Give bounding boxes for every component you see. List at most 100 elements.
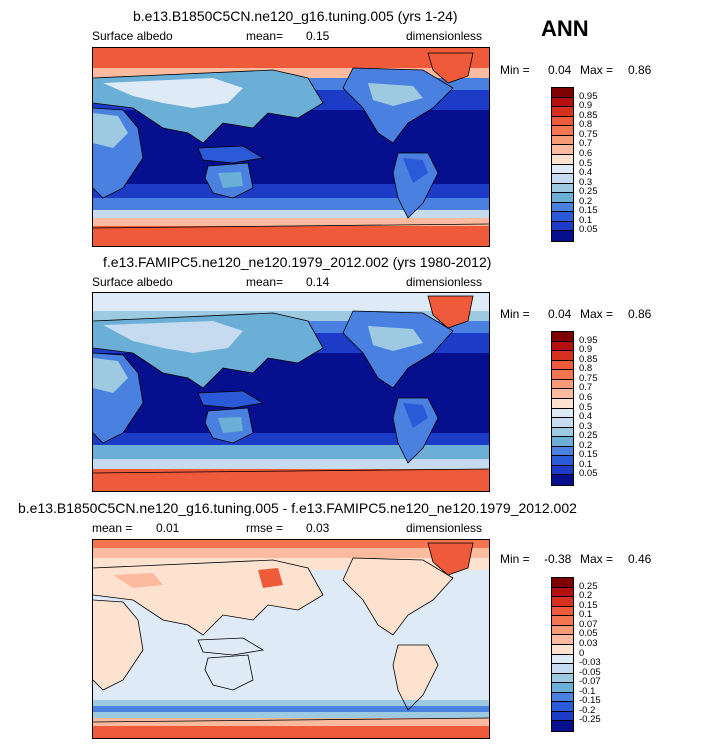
colorbar-tick-label: 0.25: [579, 430, 598, 442]
colorbar-tick-label: 0.4: [579, 411, 593, 423]
panel3-mean-value: 0.01: [156, 521, 180, 535]
panel1-map-svg: [93, 48, 489, 246]
colorbar-swatch: [552, 341, 573, 352]
colorbar-swatch: [552, 597, 573, 607]
panel3-min-value: -0.38: [544, 552, 572, 566]
colorbar-swatch: [552, 465, 573, 476]
colorbar-tick-label: -0.25: [579, 714, 601, 726]
colorbar-tick-label: 0.9: [579, 344, 593, 356]
colorbar-tick-label: 0.1: [579, 214, 593, 226]
colorbar-swatch: [552, 606, 573, 617]
colorbar-tick-label: 0.03: [579, 637, 598, 649]
colorbar-swatch: [552, 456, 573, 466]
colorbar-swatch: [552, 183, 573, 194]
panel1-max-value: 0.86: [628, 63, 652, 77]
panel3-rmse-label: rmse =: [246, 521, 284, 535]
colorbar-swatch: [552, 587, 573, 598]
season-label: ANN: [541, 16, 589, 41]
colorbar-swatch: [552, 635, 573, 645]
colorbar-swatch: [552, 107, 573, 117]
panel2-map-svg: [93, 293, 489, 491]
panel3-min-label: Min =: [500, 552, 530, 566]
panel2-min-value: 0.04: [548, 307, 572, 321]
panel1-min-value: 0.04: [548, 63, 572, 77]
colorbar-swatch: [552, 379, 573, 390]
panel1-min-label: Min =: [500, 63, 530, 77]
colorbar-tick-label: 0.5: [579, 401, 593, 413]
panel2-units: dimensionless: [406, 275, 483, 289]
colorbar-tick-label: 0.3: [579, 176, 593, 188]
panel1-map: [92, 47, 490, 247]
colorbar-tick-label: 0.8: [579, 119, 593, 131]
colorbar-tick-label: 0.5: [579, 157, 593, 169]
panel1-mean-value: 0.15: [306, 29, 330, 43]
colorbar-swatch: [552, 212, 573, 222]
colorbar-swatch: [552, 398, 573, 409]
colorbar-tick-label: 0.25: [579, 186, 598, 198]
colorbar-tick-label: 0.7: [579, 138, 593, 150]
colorbar-tick-label: 0.3: [579, 420, 593, 432]
panel1-max-label: Max =: [580, 63, 614, 77]
colorbar-swatch: [552, 616, 573, 626]
panel3-max-value: 0.46: [628, 552, 652, 566]
colorbar-swatch: [552, 389, 573, 399]
colorbar-swatch: [552, 475, 573, 485]
colorbar-swatch: [552, 174, 573, 184]
colorbar-tick-label: 0.8: [579, 363, 593, 375]
colorbar-tick-label: 0.2: [579, 195, 593, 207]
panel2-max-value: 0.86: [628, 307, 652, 321]
colorbar-tick-label: 0.75: [579, 372, 598, 384]
colorbar-swatch: [552, 193, 573, 203]
colorbar-swatch: [552, 332, 573, 342]
colorbar-tick-label: 0.25: [579, 580, 598, 592]
panel2-map: [92, 292, 490, 492]
colorbar-tick-label: 0.1: [579, 458, 593, 470]
colorbar-tick-label: 0.2: [579, 439, 593, 451]
panel2-mean-label: mean=: [246, 275, 284, 289]
colorbar-swatch: [552, 683, 573, 693]
colorbar-tick-label: 0.4: [579, 167, 593, 179]
panel1-colorbar: [551, 87, 574, 242]
colorbar-tick-label: 0.95: [579, 334, 598, 346]
colorbar-swatch: [552, 135, 573, 146]
colorbar-tick-label: 0.05: [579, 224, 598, 236]
colorbar-swatch: [552, 625, 573, 636]
panel1-variable-label: Surface albedo: [92, 29, 173, 43]
panel3-map-svg: [93, 540, 489, 738]
colorbar-tick-label: -0.07: [579, 676, 601, 688]
colorbar-swatch: [552, 437, 573, 447]
panel2-min-label: Min =: [500, 307, 530, 321]
colorbar-tick-label: -0.1: [579, 685, 596, 697]
colorbar-tick-label: 0.85: [579, 109, 598, 121]
colorbar-swatch: [552, 351, 573, 361]
colorbar-tick-label: 0.6: [579, 147, 593, 159]
colorbar-tick-label: 0.15: [579, 599, 598, 611]
panel3-title: b.e13.B1850C5CN.ne120_g16.tuning.005 - f…: [18, 500, 577, 516]
panel2-variable-label: Surface albedo: [92, 275, 173, 289]
colorbar-swatch: [552, 644, 573, 655]
colorbar-swatch: [552, 231, 573, 241]
panel3-map: [92, 539, 490, 739]
colorbar-swatch: [552, 145, 573, 155]
colorbar-swatch: [552, 446, 573, 457]
colorbar-swatch: [552, 154, 573, 165]
colorbar-swatch: [552, 427, 573, 438]
colorbar-swatch: [552, 97, 573, 108]
colorbar-swatch: [552, 418, 573, 428]
colorbar-tick-label: -0.03: [579, 657, 601, 669]
colorbar-swatch: [552, 702, 573, 712]
panel2-title: f.e13.FAMIPC5.ne120_ne120.1979_2012.002 …: [103, 254, 492, 270]
colorbar-swatch: [552, 202, 573, 213]
colorbar-swatch: [552, 721, 573, 731]
panel3-units: dimensionless: [406, 521, 483, 535]
colorbar-tick-label: 0.95: [579, 90, 598, 102]
colorbar-swatch: [552, 370, 573, 380]
colorbar-tick-label: 0.6: [579, 391, 593, 403]
colorbar-swatch: [552, 578, 573, 588]
panel2-mean-value: 0.14: [306, 275, 330, 289]
colorbar-swatch: [552, 88, 573, 98]
colorbar-tick-label: 0.1: [579, 609, 593, 621]
colorbar-tick-label: -0.05: [579, 666, 601, 678]
colorbar-swatch: [552, 664, 573, 674]
panel2-max-label: Max =: [580, 307, 614, 321]
